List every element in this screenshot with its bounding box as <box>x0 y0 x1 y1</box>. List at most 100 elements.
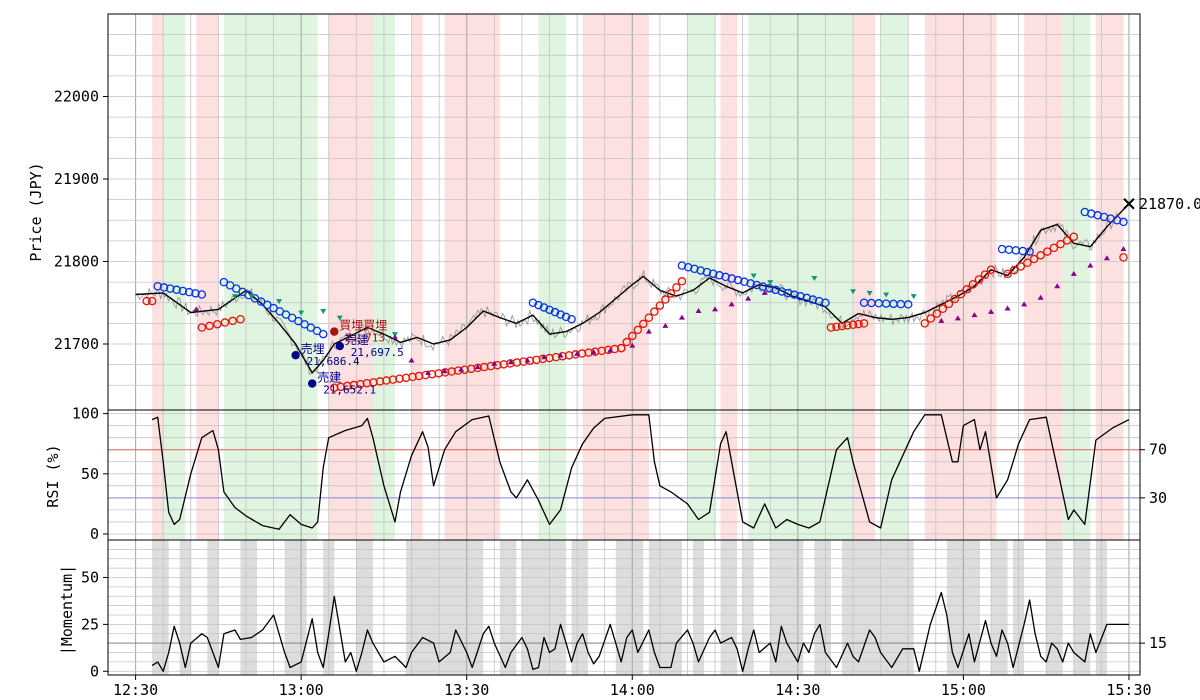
signal-band-sell <box>328 14 373 540</box>
momentum-line <box>151 591 1129 672</box>
red-marker <box>1056 239 1065 249</box>
signal-band-sell <box>411 14 423 540</box>
red-marker <box>956 289 966 299</box>
red-marker <box>968 280 978 289</box>
red-marker <box>622 337 632 347</box>
blue-marker <box>567 314 576 324</box>
momentum-shade-band <box>615 540 644 675</box>
blue-marker <box>534 300 543 310</box>
purple-up-triangle <box>761 289 768 295</box>
red-marker <box>650 307 659 316</box>
rsi-axis-label: RSI (%) <box>44 444 62 507</box>
red-marker <box>220 318 230 327</box>
panel-frame <box>107 539 1141 676</box>
red-marker <box>974 275 984 284</box>
rsi-line <box>151 414 1130 530</box>
signal-band-buy <box>538 14 567 540</box>
signal-value-label: 21,713 <box>345 332 385 345</box>
purple-up-triangle <box>607 347 614 353</box>
signal-label: 売埋 <box>301 341 325 356</box>
momentum-axis-label: |Momentum| <box>58 565 76 655</box>
signal-value-label: 21,686.4 <box>307 355 360 368</box>
purple-up-triangle <box>695 308 702 313</box>
background-layer <box>152 14 1124 675</box>
momentum-shade-band <box>990 540 1008 675</box>
red-marker <box>980 270 990 279</box>
red-marker <box>147 296 157 306</box>
signal-dot <box>330 327 339 336</box>
purple-up-triangle <box>474 364 481 370</box>
momentum-shade-band <box>1046 540 1063 675</box>
signal-band-buy <box>1062 14 1091 540</box>
red-marker <box>633 325 643 335</box>
red-marker <box>142 296 151 306</box>
purple-up-triangle <box>408 357 415 363</box>
blue-marker <box>153 281 162 291</box>
purple-up-triangle <box>1037 294 1044 300</box>
price-tick-label: 21800 <box>54 253 99 271</box>
tick-labels: 21700 21800 21900 22000 0 50 100 30 70 0 25 50 15 12:… <box>54 88 1167 700</box>
blue-marker <box>1119 217 1128 227</box>
red-marker <box>1016 262 1026 271</box>
green-down-triangle <box>850 289 857 295</box>
purple-up-triangle <box>938 317 945 323</box>
red-marker <box>926 314 936 323</box>
red-marker <box>205 321 214 331</box>
blue-marker <box>821 298 830 307</box>
signal-value-label: 21,652.1 <box>323 384 376 397</box>
signal-band-sell <box>853 14 876 540</box>
red-marker <box>920 319 930 328</box>
red-marker <box>661 295 670 304</box>
green-down-triangle <box>336 315 343 321</box>
blue-marker <box>528 298 538 307</box>
purple-up-triangle <box>524 357 531 363</box>
momentum-tick-label: 0 <box>90 662 99 680</box>
time-tick-label: 14:30 <box>775 681 820 699</box>
momentum-tick-label: 50 <box>81 569 99 587</box>
momentum-shade-band <box>240 540 258 675</box>
momentum-panel <box>108 591 1140 672</box>
time-tick-label: 13:00 <box>279 681 324 699</box>
blue-marker <box>997 244 1007 254</box>
time-tick-label: 14:00 <box>610 681 655 699</box>
purple-up-triangle <box>1087 262 1094 268</box>
signal-dot <box>335 341 344 351</box>
signal-label: 売建 <box>317 370 341 385</box>
momentum-shade-band <box>1073 540 1091 675</box>
red-marker <box>1009 265 1019 275</box>
signal-band-buy <box>880 14 909 540</box>
red-marker <box>644 313 654 322</box>
momentum-shade-band <box>720 540 738 675</box>
blue-marker <box>539 303 549 312</box>
axes-frame <box>103 13 1145 680</box>
momentum-tick-label: 25 <box>81 615 99 633</box>
signal-dot <box>291 351 300 360</box>
momentum-shade-band <box>179 540 191 675</box>
red-marker <box>854 319 863 329</box>
price-tick-label: 21900 <box>54 170 99 188</box>
red-marker <box>826 323 836 332</box>
purple-up-triangle <box>712 306 719 312</box>
purple-up-triangle <box>971 312 978 318</box>
rsi-tick-label: 50 <box>81 465 99 483</box>
purple-up-triangle <box>1004 305 1011 311</box>
green-down-triangle <box>883 292 890 298</box>
red-marker <box>639 319 648 329</box>
momentum-shade-band <box>152 540 169 675</box>
price-tick-label: 22000 <box>54 88 99 106</box>
red-marker <box>213 319 222 329</box>
blue-marker <box>172 285 181 295</box>
blue-marker <box>318 329 328 339</box>
purple-up-triangle <box>1120 246 1127 252</box>
price-axis-label: Price (JPY) <box>27 162 45 261</box>
purple-up-triangle <box>557 352 564 358</box>
red-marker <box>848 320 858 329</box>
momentum-shade-band <box>692 540 705 675</box>
green-down-triangle <box>910 294 917 300</box>
purple-up-triangle <box>391 334 398 340</box>
red-marker <box>962 284 972 294</box>
purple-up-triangle <box>458 366 465 372</box>
momentum-shade-band <box>648 540 682 675</box>
blue-marker <box>178 286 188 296</box>
